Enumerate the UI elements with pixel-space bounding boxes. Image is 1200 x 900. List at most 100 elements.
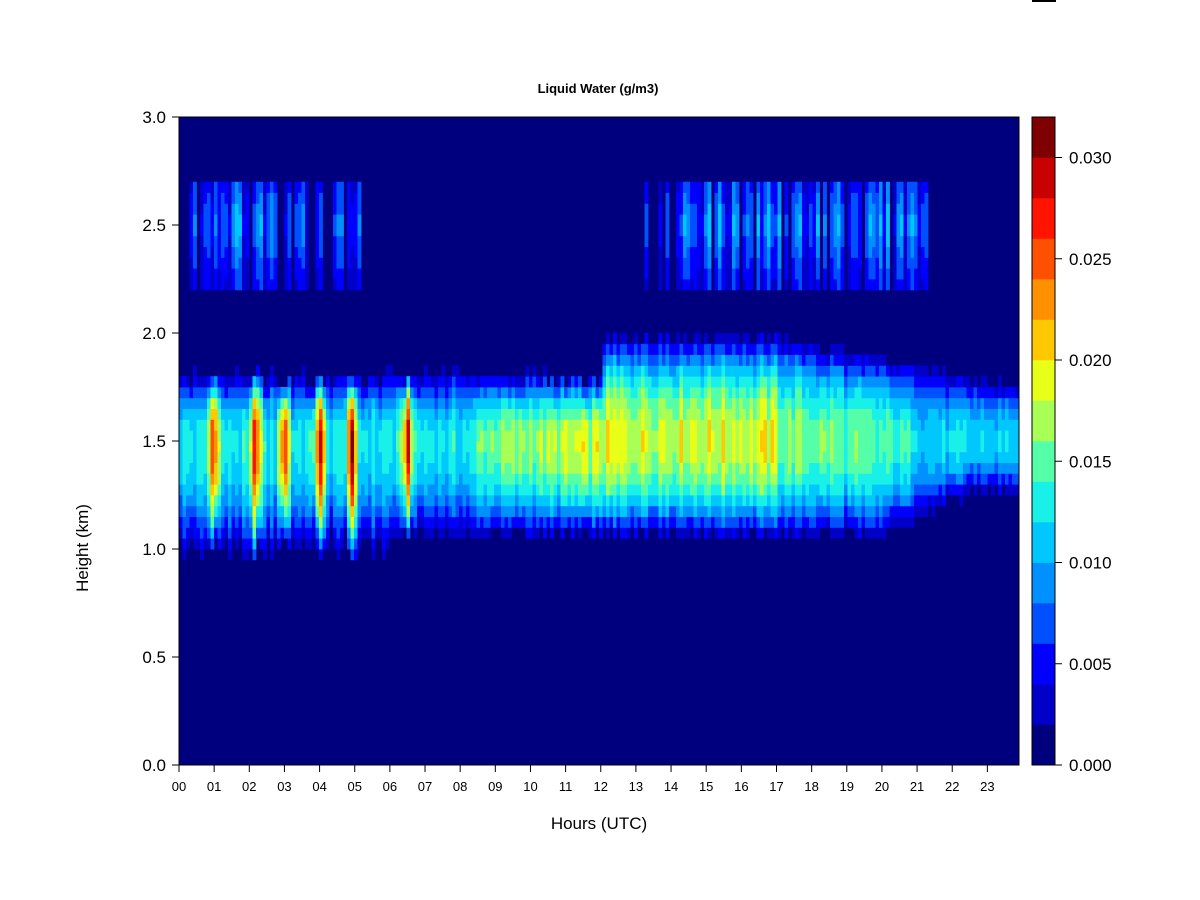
heatmap-cell bbox=[798, 214, 803, 226]
heatmap-cell bbox=[833, 203, 838, 215]
heatmap-cell bbox=[210, 279, 215, 291]
heatmap-cell bbox=[938, 451, 943, 463]
heatmap-cell bbox=[263, 279, 267, 291]
heatmap-cell bbox=[767, 279, 771, 291]
heatmap-cell bbox=[280, 462, 285, 474]
heatmap-cell bbox=[483, 430, 488, 442]
heatmap-cell bbox=[525, 505, 530, 517]
heatmap-cell bbox=[644, 505, 649, 517]
heatmap-cell bbox=[732, 419, 736, 431]
heatmap-cell bbox=[518, 462, 523, 474]
heatmap-cell bbox=[606, 473, 610, 485]
heatmap-cell bbox=[574, 516, 579, 528]
heatmap-cell bbox=[620, 441, 624, 453]
heatmap-cell bbox=[301, 462, 306, 474]
heatmap-cell bbox=[767, 408, 771, 420]
heatmap-cell bbox=[756, 484, 761, 496]
heatmap-cell bbox=[644, 257, 649, 269]
heatmap-cell bbox=[879, 505, 883, 517]
heatmap-cell bbox=[739, 462, 743, 474]
heatmap-cell bbox=[515, 516, 519, 528]
heatmap-cell bbox=[511, 419, 516, 431]
heatmap-cell bbox=[984, 473, 988, 485]
heatmap-cell bbox=[270, 505, 274, 517]
y-tick-label: 1.5 bbox=[142, 432, 166, 451]
heatmap-cell bbox=[322, 473, 327, 485]
heatmap-cell bbox=[781, 473, 785, 485]
heatmap-cell bbox=[326, 484, 330, 496]
heatmap-cell bbox=[494, 441, 498, 453]
heatmap-cell bbox=[616, 408, 621, 420]
heatmap-cell bbox=[931, 419, 936, 431]
heatmap-cell bbox=[186, 419, 190, 431]
heatmap-cell bbox=[410, 397, 414, 409]
heatmap-cell bbox=[217, 408, 222, 420]
heatmap-cell bbox=[735, 430, 740, 442]
heatmap-cell bbox=[221, 257, 225, 269]
heatmap-cell bbox=[875, 495, 880, 507]
heatmap-cell bbox=[973, 473, 978, 485]
heatmap-cell bbox=[392, 484, 397, 496]
heatmap-cell bbox=[641, 441, 645, 453]
heatmap-cell bbox=[994, 387, 999, 399]
heatmap-cell bbox=[753, 365, 757, 377]
heatmap-cell bbox=[725, 419, 729, 431]
heatmap-cell bbox=[483, 516, 488, 528]
heatmap-cell bbox=[315, 505, 320, 517]
heatmap-cell bbox=[725, 376, 729, 388]
heatmap-cell bbox=[553, 484, 558, 496]
heatmap-cell bbox=[798, 257, 803, 269]
heatmap-cell bbox=[347, 257, 351, 269]
heatmap-cell bbox=[410, 441, 414, 453]
heatmap-cell bbox=[287, 451, 292, 463]
heatmap-cell bbox=[459, 441, 463, 453]
heatmap-cell bbox=[816, 516, 820, 528]
heatmap-cell bbox=[350, 268, 355, 280]
heatmap-cell bbox=[623, 462, 628, 474]
heatmap-cell bbox=[350, 527, 355, 539]
heatmap-cell bbox=[998, 462, 1002, 474]
heatmap-cell bbox=[564, 441, 568, 453]
heatmap-cell bbox=[795, 246, 799, 258]
heatmap-cell bbox=[466, 419, 470, 431]
heatmap-cell bbox=[728, 462, 733, 474]
heatmap-cell bbox=[704, 430, 708, 442]
heatmap-cell bbox=[987, 408, 992, 420]
heatmap-cell bbox=[448, 408, 453, 420]
heatmap-cell bbox=[298, 441, 302, 453]
heatmap-cell bbox=[284, 397, 288, 409]
heatmap-cell bbox=[536, 408, 540, 420]
heatmap-cell bbox=[200, 397, 204, 409]
heatmap-cell bbox=[634, 484, 638, 496]
heatmap-cell bbox=[872, 430, 876, 442]
heatmap-cell bbox=[644, 203, 649, 215]
heatmap-cell bbox=[917, 441, 922, 453]
heatmap-cell bbox=[655, 397, 659, 409]
heatmap-cell bbox=[690, 203, 694, 215]
heatmap-cell bbox=[896, 451, 901, 463]
heatmap-cell bbox=[609, 343, 614, 355]
heatmap-cell bbox=[252, 397, 257, 409]
heatmap-cell bbox=[725, 354, 729, 366]
heatmap-cell bbox=[924, 376, 929, 388]
heatmap-cell bbox=[728, 473, 733, 485]
heatmap-cell bbox=[658, 257, 663, 269]
heatmap-cell bbox=[410, 462, 414, 474]
heatmap-cell bbox=[868, 376, 873, 388]
heatmap-cell bbox=[273, 279, 278, 291]
heatmap-cell bbox=[588, 527, 593, 539]
heatmap-cell bbox=[231, 387, 236, 399]
heatmap-cell bbox=[851, 246, 855, 258]
heatmap-cell bbox=[746, 516, 750, 528]
heatmap-cell bbox=[746, 430, 750, 442]
heatmap-cell bbox=[256, 451, 260, 463]
heatmap-cell bbox=[868, 365, 873, 377]
heatmap-cell bbox=[921, 462, 925, 474]
heatmap-cell bbox=[417, 441, 421, 453]
heatmap-cell bbox=[329, 419, 334, 431]
heatmap-cell bbox=[259, 430, 264, 442]
heatmap-cell bbox=[263, 397, 267, 409]
heatmap-cell bbox=[242, 505, 246, 517]
heatmap-cell bbox=[525, 397, 530, 409]
heatmap-cell bbox=[487, 451, 491, 463]
